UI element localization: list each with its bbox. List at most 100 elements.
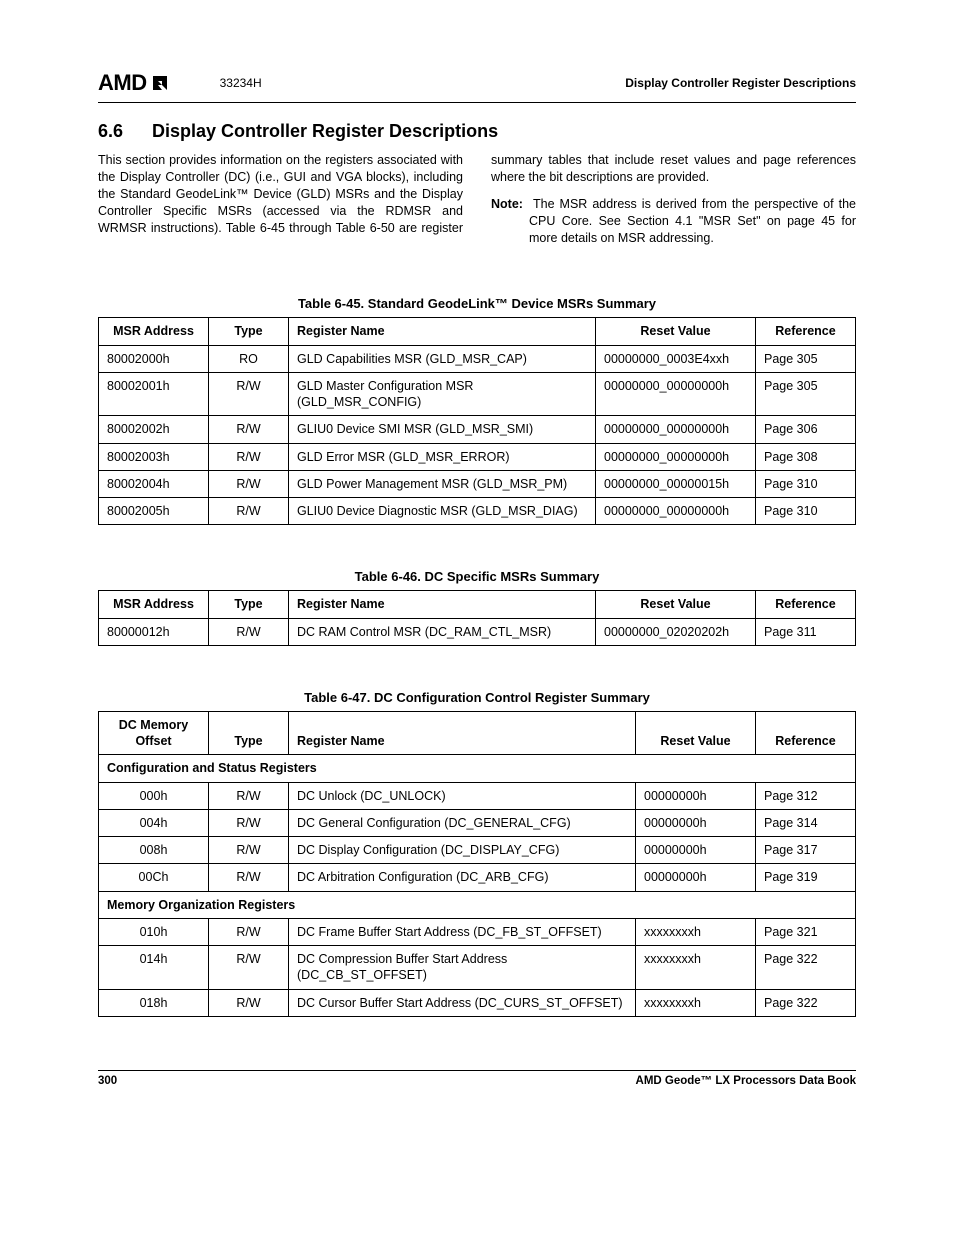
cell-register-name: GLD Power Management MSR (GLD_MSR_PM) — [289, 470, 596, 497]
th-type: Type — [209, 591, 289, 618]
cell-address: 80002004h — [99, 470, 209, 497]
table-row: 010hR/WDC Frame Buffer Start Address (DC… — [99, 918, 856, 945]
th-dc-memory-offset: DC Memory Offset — [99, 711, 209, 755]
cell-reset-value: 00000000h — [636, 864, 756, 891]
cell-reference: Page 310 — [756, 470, 856, 497]
table-row: 80002005hR/WGLIU0 Device Diagnostic MSR … — [99, 498, 856, 525]
cell-reference: Page 319 — [756, 864, 856, 891]
cell-register-name: GLD Error MSR (GLD_MSR_ERROR) — [289, 443, 596, 470]
table-row: 80000012hR/WDC RAM Control MSR (DC_RAM_C… — [99, 618, 856, 645]
cell-reference: Page 305 — [756, 372, 856, 416]
cell-register-name: DC RAM Control MSR (DC_RAM_CTL_MSR) — [289, 618, 596, 645]
cell-reset-value: xxxxxxxxh — [636, 989, 756, 1016]
table-row: 008hR/WDC Display Configuration (DC_DISP… — [99, 837, 856, 864]
intro-text: This section provides information on the… — [98, 152, 856, 246]
section-number: 6.6 — [98, 121, 152, 142]
table-45: MSR Address Type Register Name Reset Val… — [98, 317, 856, 525]
th-type: Type — [209, 711, 289, 755]
table-header-row: MSR Address Type Register Name Reset Val… — [99, 591, 856, 618]
cell-type: R/W — [209, 864, 289, 891]
cell-reset-value: 00000000_00000000h — [596, 443, 756, 470]
table-row: 80002002hR/WGLIU0 Device SMI MSR (GLD_MS… — [99, 416, 856, 443]
cell-register-name: GLIU0 Device Diagnostic MSR (GLD_MSR_DIA… — [289, 498, 596, 525]
cell-address: 80002000h — [99, 345, 209, 372]
cell-reference: Page 321 — [756, 918, 856, 945]
cell-reset-value: 00000000_00000000h — [596, 372, 756, 416]
cell-register-name: DC Display Configuration (DC_DISPLAY_CFG… — [289, 837, 636, 864]
cell-type: R/W — [209, 809, 289, 836]
th-register-name: Register Name — [289, 318, 596, 345]
cell-reference: Page 317 — [756, 837, 856, 864]
cell-address: 010h — [99, 918, 209, 945]
table-47-caption: Table 6-47. DC Configuration Control Reg… — [98, 690, 856, 705]
cell-type: R/W — [209, 618, 289, 645]
cell-reference: Page 314 — [756, 809, 856, 836]
table-46-caption: Table 6-46. DC Specific MSRs Summary — [98, 569, 856, 584]
intro-note: Note: The MSR address is derived from th… — [491, 196, 856, 247]
cell-register-name: DC Unlock (DC_UNLOCK) — [289, 782, 636, 809]
table-header-row: MSR Address Type Register Name Reset Val… — [99, 318, 856, 345]
cell-reset-value: 00000000h — [636, 782, 756, 809]
cell-register-name: DC Frame Buffer Start Address (DC_FB_ST_… — [289, 918, 636, 945]
cell-reset-value: 00000000_02020202h — [596, 618, 756, 645]
cell-address: 80002002h — [99, 416, 209, 443]
page-footer: 300 AMD Geode™ LX Processors Data Book — [98, 1070, 856, 1087]
cell-type: R/W — [209, 837, 289, 864]
cell-register-name: GLIU0 Device SMI MSR (GLD_MSR_SMI) — [289, 416, 596, 443]
cell-reset-value: xxxxxxxxh — [636, 946, 756, 990]
table-row: 80002004hR/WGLD Power Management MSR (GL… — [99, 470, 856, 497]
th-type: Type — [209, 318, 289, 345]
cell-reset-value: xxxxxxxxh — [636, 918, 756, 945]
th-reset-value: Reset Value — [596, 318, 756, 345]
cell-type: RO — [209, 345, 289, 372]
section-title: Display Controller Register Descriptions — [152, 121, 498, 141]
th-msr-address: MSR Address — [99, 318, 209, 345]
page-header: AMD 33234H Display Controller Register D… — [98, 70, 856, 103]
cell-address: 000h — [99, 782, 209, 809]
th-register-name: Register Name — [289, 591, 596, 618]
note-label: Note: — [491, 197, 523, 211]
table-header-row: DC Memory Offset Type Register Name Rese… — [99, 711, 856, 755]
cell-register-name: GLD Master Configuration MSR (GLD_MSR_CO… — [289, 372, 596, 416]
table-section-row: Memory Organization Registers — [99, 891, 856, 918]
cell-register-name: DC Cursor Buffer Start Address (DC_CURS_… — [289, 989, 636, 1016]
cell-reference: Page 322 — [756, 989, 856, 1016]
amd-logo: AMD — [98, 70, 170, 96]
cell-reset-value: 00000000_00000000h — [596, 498, 756, 525]
th-reference: Reference — [756, 591, 856, 618]
cell-address: 80000012h — [99, 618, 209, 645]
cell-reset-value: 00000000_0003E4xxh — [596, 345, 756, 372]
th-reset-value: Reset Value — [596, 591, 756, 618]
cell-reference: Page 322 — [756, 946, 856, 990]
cell-address: 008h — [99, 837, 209, 864]
section-label: Configuration and Status Registers — [99, 755, 856, 782]
section-heading: 6.6Display Controller Register Descripti… — [98, 121, 856, 142]
th-reference: Reference — [756, 711, 856, 755]
th-reset-value: Reset Value — [636, 711, 756, 755]
table-row: 80002003hR/WGLD Error MSR (GLD_MSR_ERROR… — [99, 443, 856, 470]
cell-register-name: DC General Configuration (DC_GENERAL_CFG… — [289, 809, 636, 836]
cell-reference: Page 311 — [756, 618, 856, 645]
cell-type: R/W — [209, 372, 289, 416]
cell-type: R/W — [209, 946, 289, 990]
cell-reference: Page 305 — [756, 345, 856, 372]
cell-address: 80002005h — [99, 498, 209, 525]
cell-address: 80002003h — [99, 443, 209, 470]
note-text: The MSR address is derived from the pers… — [529, 197, 856, 245]
cell-address: 018h — [99, 989, 209, 1016]
cell-reset-value: 00000000_00000015h — [596, 470, 756, 497]
cell-address: 00Ch — [99, 864, 209, 891]
footer-book-title: AMD Geode™ LX Processors Data Book — [636, 1075, 856, 1087]
cell-address: 014h — [99, 946, 209, 990]
table-row: 00ChR/WDC Arbitration Configuration (DC_… — [99, 864, 856, 891]
cell-address: 80002001h — [99, 372, 209, 416]
cell-register-name: DC Compression Buffer Start Address (DC_… — [289, 946, 636, 990]
cell-reference: Page 312 — [756, 782, 856, 809]
cell-reset-value: 00000000_00000000h — [596, 416, 756, 443]
cell-type: R/W — [209, 443, 289, 470]
cell-type: R/W — [209, 470, 289, 497]
table-row: 014hR/WDC Compression Buffer Start Addre… — [99, 946, 856, 990]
cell-reference: Page 308 — [756, 443, 856, 470]
footer-page-number: 300 — [98, 1075, 117, 1087]
table-47: DC Memory Offset Type Register Name Rese… — [98, 711, 856, 1017]
